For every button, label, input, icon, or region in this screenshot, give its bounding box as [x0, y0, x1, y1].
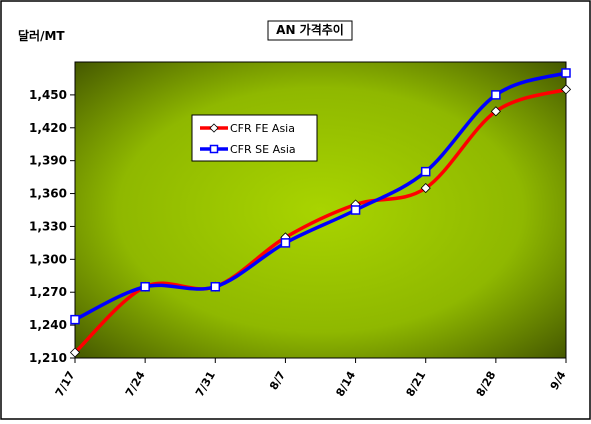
data-point-square — [140, 281, 150, 292]
y-tick-label: 1,300 — [29, 252, 67, 266]
data-point-diamond — [420, 183, 431, 194]
data-point-square — [561, 68, 571, 78]
y-tick-label: 1,270 — [29, 285, 67, 299]
plot-area — [74, 61, 567, 359]
y-tick-label: 1,390 — [29, 154, 67, 168]
legend-marker-square — [209, 144, 219, 154]
data-point-square — [70, 314, 80, 325]
data-point-square — [420, 166, 431, 177]
data-point-square — [350, 205, 361, 215]
y-tick-label: 1,420 — [29, 121, 67, 135]
chart-title: AN 가격추이 — [276, 22, 344, 37]
data-point-square — [280, 238, 291, 248]
y-tick-label: 1,450 — [29, 88, 67, 102]
y-tick-label: 1,210 — [29, 351, 67, 365]
y-axis-label: 달러/MT — [18, 28, 65, 43]
chart-title-box: AN 가격추이 — [267, 20, 353, 41]
data-point-square — [210, 281, 221, 292]
data-point-square — [491, 90, 501, 100]
legend-box — [191, 114, 318, 162]
y-tick-label: 1,360 — [29, 187, 67, 201]
legend-label: CFR FE Asia — [230, 122, 295, 135]
y-tick-label: 1,240 — [29, 318, 67, 332]
legend-marker-diamond — [209, 123, 219, 133]
data-point-diamond — [490, 106, 501, 117]
data-point-diamond — [560, 84, 572, 95]
legend-label: CFR SE Asia — [230, 143, 296, 156]
y-tick-label: 1,330 — [29, 219, 67, 233]
series-line-1 — [74, 71, 567, 322]
data-point-diamond — [69, 347, 81, 358]
